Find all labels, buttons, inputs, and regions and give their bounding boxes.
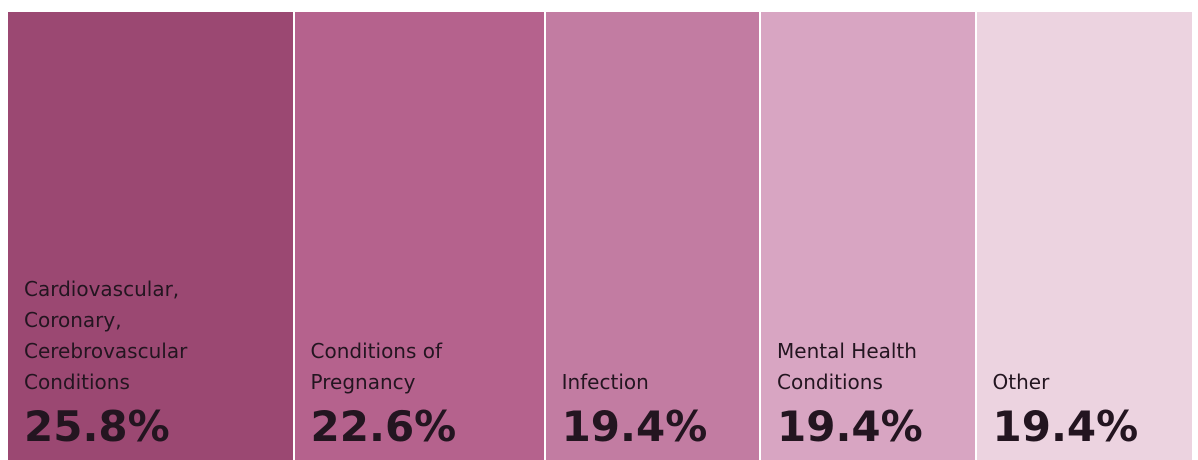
segment: Mental Health Conditions 19.4% <box>761 12 977 460</box>
category-label: Infection <box>561 370 649 394</box>
segment-label: Other 19.4% <box>993 367 1182 452</box>
value-label: 25.8% <box>24 402 170 451</box>
segment: Infection 19.4% <box>545 12 762 460</box>
category-label: Other <box>992 370 1050 394</box>
segment-label: Conditions of Pregnancy 22.6% <box>311 336 534 452</box>
segment: Cardiovascular, Coronary, Cerebrovascula… <box>8 12 295 460</box>
segment-label: Mental Health Conditions 19.4% <box>777 336 964 452</box>
value-label: 22.6% <box>310 402 457 451</box>
value-label: 19.4% <box>561 402 708 451</box>
chart: Cardiovascular, Coronary, Cerebrovascula… <box>8 12 1192 460</box>
segment-label: Infection 19.4% <box>562 367 749 452</box>
category-label: Mental Health Conditions <box>777 339 917 394</box>
value-label: 19.4% <box>777 402 923 451</box>
segment: Other 19.4% <box>976 12 1192 460</box>
category-label: Cardiovascular, Coronary, Cerebrovascula… <box>24 277 188 394</box>
value-label: 19.4% <box>992 402 1139 451</box>
segment: Conditions of Pregnancy 22.6% <box>294 12 546 460</box>
segment-label: Cardiovascular, Coronary, Cerebrovascula… <box>24 274 283 452</box>
category-label: Conditions of Pregnancy <box>310 339 443 394</box>
